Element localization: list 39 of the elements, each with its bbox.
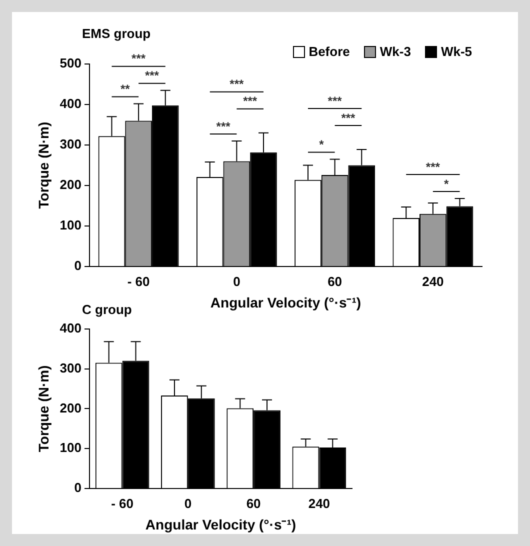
annotation: * bbox=[444, 176, 450, 191]
x-tick-label: 240 bbox=[308, 496, 330, 511]
y-axis-title: Torque (N·m) bbox=[35, 365, 52, 452]
x-tick-label: 240 bbox=[422, 274, 444, 289]
legend-label: Wk-5 bbox=[440, 44, 472, 59]
annotation: *** bbox=[132, 52, 146, 66]
annotation: *** bbox=[144, 68, 160, 83]
x-tick-label: - 60 bbox=[127, 274, 150, 289]
annotation: *** bbox=[341, 110, 356, 125]
x-axis-title: Angular Velocity (°·s⁻¹) bbox=[145, 516, 296, 532]
x-tick-label: 0 bbox=[184, 496, 192, 511]
chart-title: EMS group bbox=[81, 26, 152, 42]
y-tick-label: 0 bbox=[74, 258, 82, 274]
y-tick-label: 400 bbox=[60, 320, 82, 336]
y-tick-label: 200 bbox=[60, 177, 82, 192]
annotation: ** bbox=[120, 82, 130, 96]
y-axis-title: Torque (N·m) bbox=[35, 122, 52, 209]
annotation: *** bbox=[230, 77, 244, 92]
annotation: * bbox=[319, 138, 324, 152]
y-tick-label: 400 bbox=[60, 96, 82, 112]
chart-title: C group bbox=[82, 302, 132, 317]
x-tick-label: 0 bbox=[233, 274, 240, 289]
y-tick-label: 100 bbox=[60, 440, 82, 456]
annotation: *** bbox=[426, 160, 440, 174]
annotation: *** bbox=[328, 94, 342, 108]
x-tick-label: 60 bbox=[328, 274, 342, 289]
y-tick-label: 500 bbox=[60, 56, 82, 71]
y-tick-label: 100 bbox=[60, 218, 82, 233]
annotation: *** bbox=[216, 119, 231, 134]
y-tick-label: 300 bbox=[60, 136, 82, 152]
legend-label: Before bbox=[308, 44, 350, 59]
legend-label: Wk-3 bbox=[380, 44, 411, 59]
x-tick-label: 60 bbox=[246, 496, 261, 511]
y-tick-label: 200 bbox=[60, 400, 82, 416]
annotation: *** bbox=[243, 94, 258, 108]
y-tick-label: 300 bbox=[60, 360, 82, 376]
x-tick-label: - 60 bbox=[111, 496, 134, 511]
y-tick-label: 0 bbox=[74, 480, 82, 496]
x-axis-title: Angular Velocity (°·s⁻¹) bbox=[210, 294, 362, 310]
